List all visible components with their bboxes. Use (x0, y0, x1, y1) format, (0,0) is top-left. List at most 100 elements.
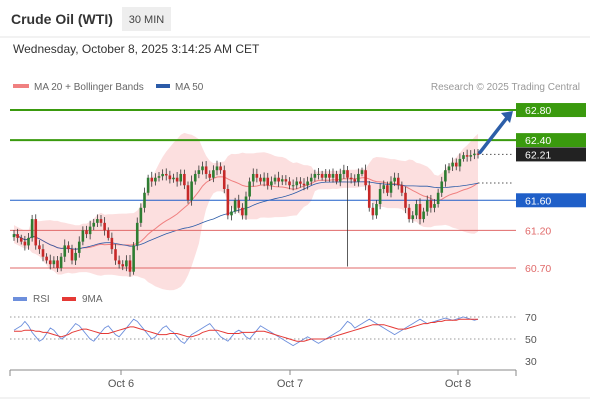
candle-body (226, 189, 230, 216)
candle-body (52, 260, 56, 265)
candle-body (164, 173, 168, 176)
candle-body (360, 170, 364, 174)
candle-body (48, 260, 52, 265)
candle-body (324, 173, 328, 178)
x-tick-label: Oct 6 (108, 378, 134, 390)
rsi-ma-line (14, 318, 478, 342)
candle-body (34, 219, 38, 246)
candle-body (12, 234, 16, 238)
candle-body (103, 222, 106, 231)
candle-body (349, 177, 353, 180)
candle-body (81, 230, 85, 242)
candle-body (255, 173, 259, 178)
candle-body (375, 204, 378, 216)
candle-body (378, 189, 382, 205)
candle-body (30, 219, 34, 238)
candle-body (186, 185, 190, 201)
candle-body (389, 181, 393, 193)
candle-body (266, 177, 270, 186)
candle-body (320, 173, 324, 178)
rsi-ma-swatch (62, 297, 76, 301)
candle-body (139, 207, 143, 223)
projection-arrowhead (501, 111, 513, 124)
candle-body (230, 211, 233, 216)
candle-body (190, 181, 193, 201)
candle-body (469, 155, 473, 157)
last-price-tag (516, 147, 586, 162)
candle-body (63, 245, 67, 257)
candle-body (335, 173, 338, 182)
candle-body (367, 185, 371, 208)
ma50-legend-label: MA 50 (175, 82, 204, 93)
candle-body (386, 185, 389, 193)
candle-body (212, 170, 215, 178)
candle-body (150, 177, 154, 182)
chart-datetime: Wednesday, October 8, 2025 3:14:25 AM CE… (13, 42, 260, 56)
candle-body (288, 181, 291, 186)
candle-body (201, 166, 204, 171)
candle-body (284, 179, 288, 182)
candle-body (193, 173, 197, 182)
candle-body (117, 260, 121, 265)
candle-body (473, 153, 476, 156)
candle-body (418, 204, 422, 220)
candle-body (41, 249, 45, 257)
candle-body (280, 179, 284, 182)
candle-body (219, 166, 222, 171)
candle-body (429, 200, 433, 208)
candle-body (248, 181, 251, 197)
candle-body (458, 158, 462, 167)
candle-body (154, 177, 157, 182)
candle-body (262, 177, 266, 182)
candle-body (157, 176, 161, 178)
candle-body (425, 200, 429, 212)
candle-body (433, 204, 436, 208)
candle-body (56, 260, 59, 268)
x-tick-label: Oct 7 (277, 378, 303, 390)
candle-body (415, 204, 418, 216)
level-tag-target (516, 103, 586, 118)
candle-body (222, 170, 226, 189)
credit-text: Research © 2025 Trading Central (431, 82, 580, 93)
candle-body (172, 177, 175, 180)
level-label-support: 60.70 (525, 263, 551, 275)
candle-body (67, 245, 70, 250)
candle-body (273, 177, 277, 182)
x-tick-labels: Oct 6 Oct 7 Oct 8 (108, 370, 471, 390)
candle-body (70, 249, 74, 261)
candle-body (299, 181, 302, 184)
candle-body (215, 166, 219, 171)
candle-body (476, 153, 480, 155)
candle-body (444, 170, 447, 182)
candle-body (291, 185, 295, 187)
timeframe-badge[interactable] (122, 7, 171, 31)
candle-body (197, 170, 201, 174)
candle-body (85, 230, 88, 235)
candle-body (204, 166, 208, 174)
candle-body (440, 181, 444, 193)
candle-body (270, 181, 273, 186)
candle-body (259, 177, 262, 182)
candle-body (371, 207, 375, 216)
candle-body (168, 175, 172, 180)
candle-body (422, 211, 425, 220)
candle-body (161, 173, 164, 177)
rsi-tick-label: 50 (525, 334, 537, 346)
candle-body (114, 249, 117, 261)
rsi-panel: 70 50 30 (10, 312, 537, 368)
candle-body (346, 170, 349, 178)
candle-body (295, 181, 299, 186)
rsi-line (13, 316, 479, 347)
candle-body (251, 173, 255, 182)
level-tag-target (516, 133, 586, 148)
candle-body (121, 264, 125, 267)
candle-body (143, 192, 146, 208)
candle-body (302, 183, 306, 186)
candle-body (309, 177, 313, 182)
candle-body (132, 245, 135, 272)
candle-body (454, 162, 458, 167)
candle-body (23, 241, 27, 246)
level-tag-pivot (516, 193, 586, 208)
candle-body (404, 192, 407, 208)
